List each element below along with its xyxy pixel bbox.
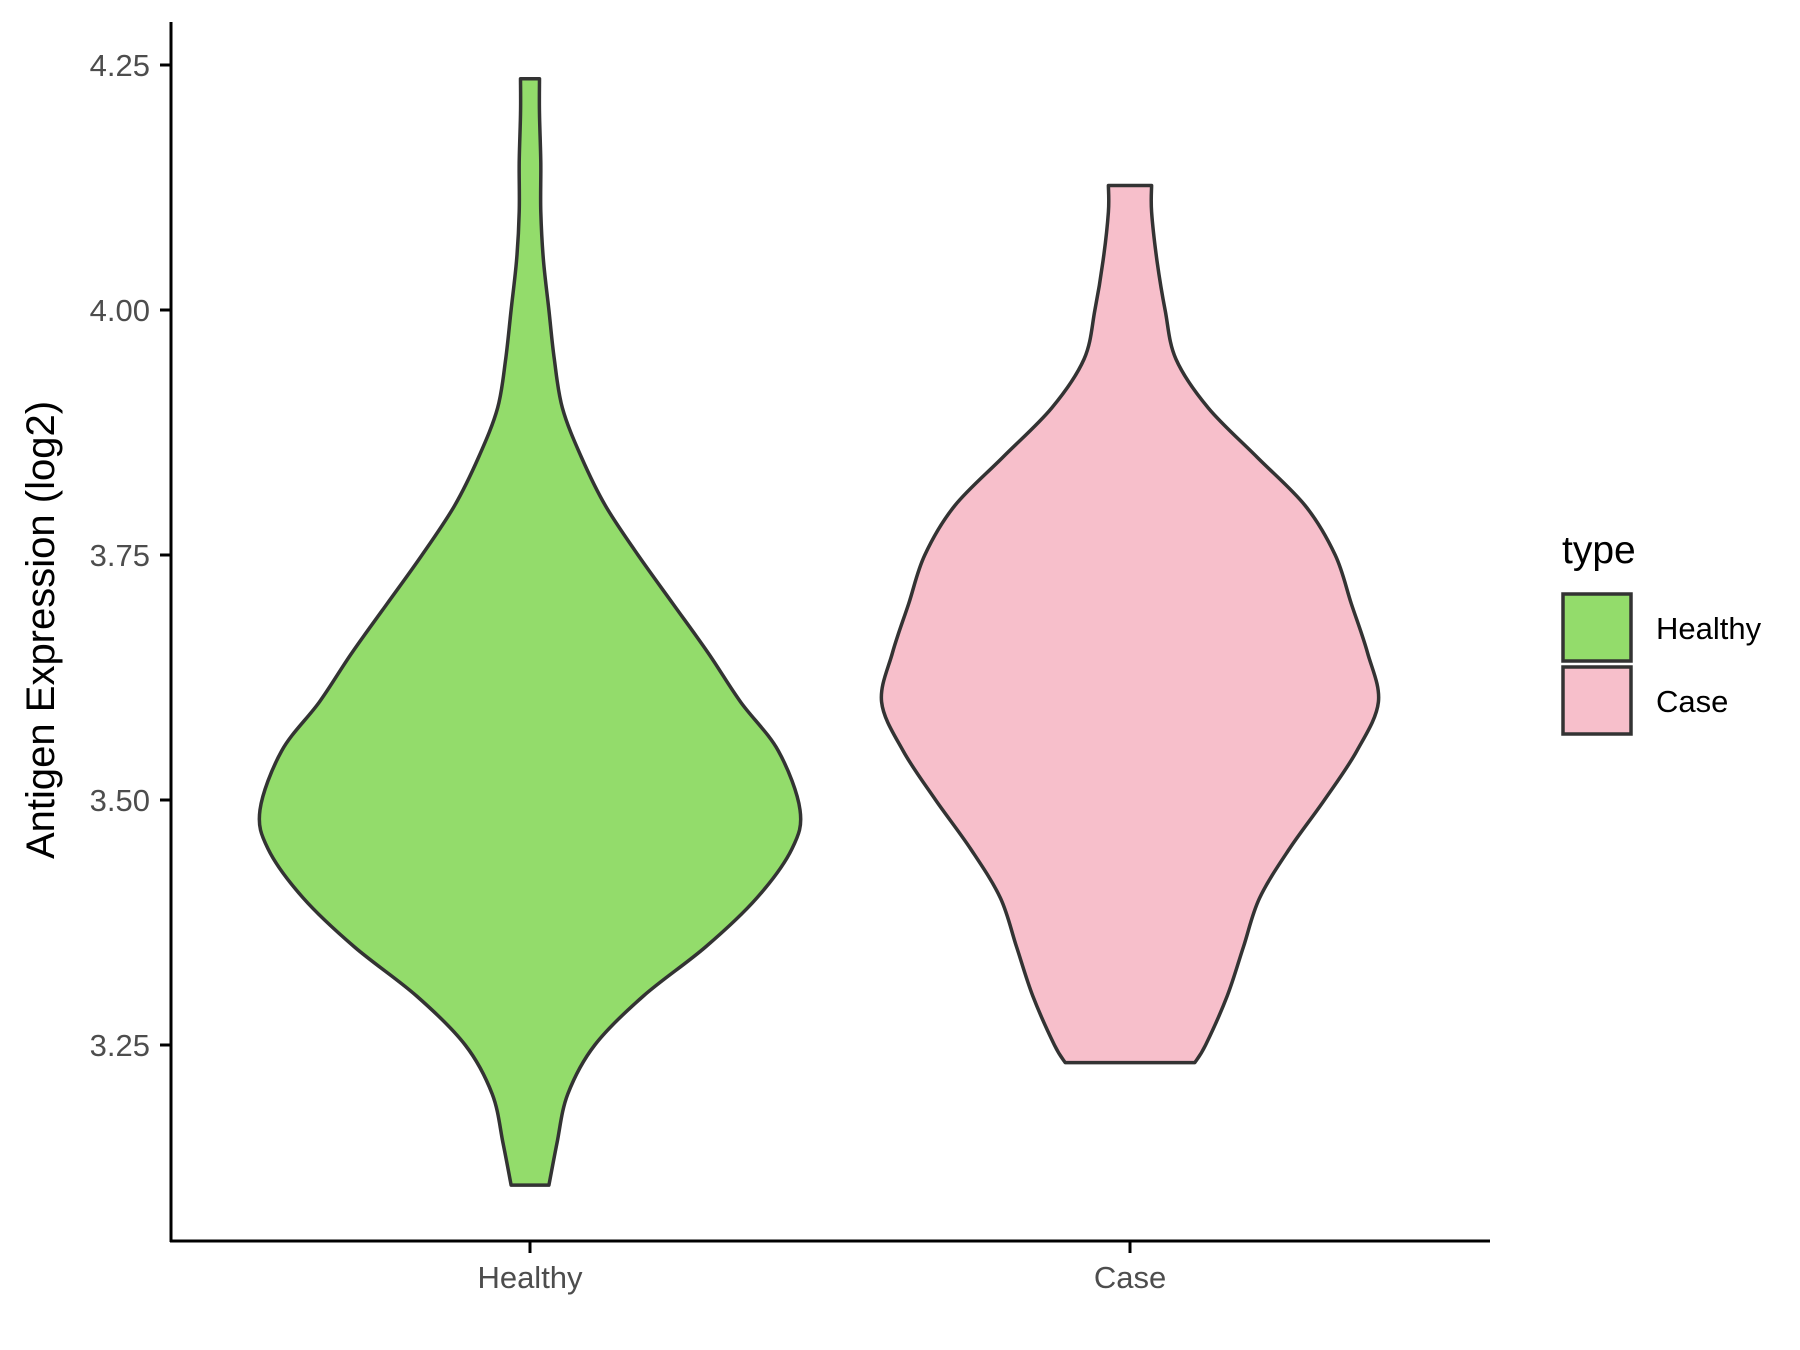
y-axis-ticks: 3.25 3.50 3.75 4.00 4.25 [90,48,171,1063]
legend-swatch-case [1561,665,1633,736]
y-tick-label: 3.50 [90,783,150,818]
y-axis-title: Antigen Expression (log2) [19,401,63,859]
x-tick-label: Case [1094,1260,1166,1295]
x-tick-label: Healthy [477,1260,583,1295]
y-tick-label: 3.75 [90,538,150,573]
y-tick-label: 3.25 [90,1028,150,1063]
violin-layer [257,76,1381,1187]
legend: type Healthy Case [1561,529,1762,736]
y-tick-label: 4.25 [90,48,150,83]
violin-healthy [257,76,803,1187]
legend-swatch-healthy [1561,592,1633,663]
legend-label-case: Case [1656,684,1728,719]
legend-label-healthy: Healthy [1656,611,1762,646]
legend-title: type [1562,529,1636,572]
y-tick-label: 4.00 [90,293,150,328]
x-axis-ticks: Healthy Case [477,1241,1166,1295]
violin-case [879,183,1381,1065]
